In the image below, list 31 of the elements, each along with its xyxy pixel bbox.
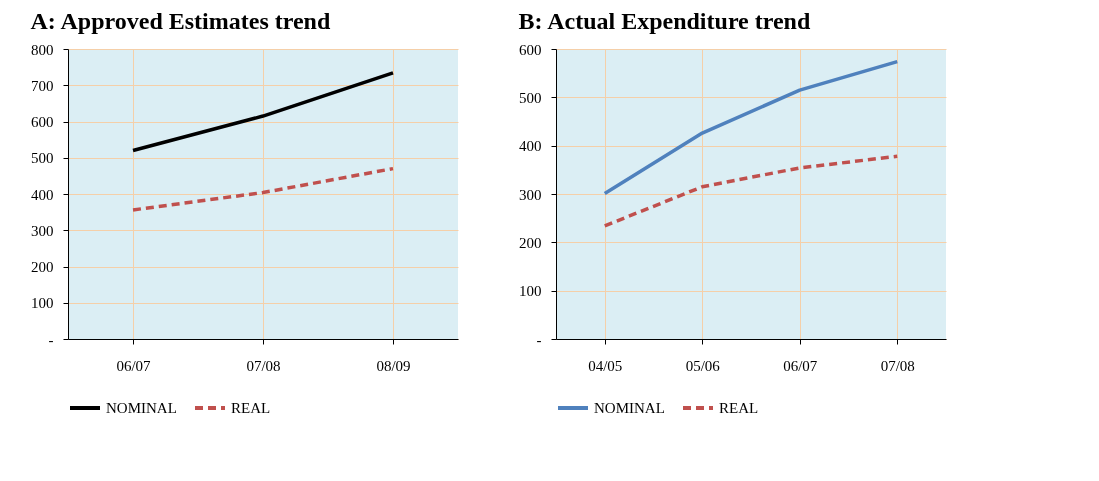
x-tick-label: 06/07	[116, 357, 152, 374]
line-series	[603, 154, 899, 228]
y-tick-label: 400	[519, 138, 542, 155]
y-tick-label: 200	[31, 259, 54, 275]
y-tick-label: 100	[31, 295, 54, 312]
line-series	[603, 59, 899, 196]
y-tick-label: 400	[31, 186, 54, 203]
chart-title: B: Actual Expenditure trend	[518, 8, 811, 34]
x-tick-label: 08/09	[376, 357, 411, 374]
x-tick-label: 04/05	[588, 357, 623, 374]
x-tick-label: 07/08	[246, 357, 281, 374]
legend-label: REAL	[719, 400, 759, 416]
y-tick-label: 300	[519, 186, 542, 203]
y-tick-label: 700	[31, 77, 54, 94]
y-tick-label: 100	[519, 283, 542, 300]
legend-label: NOMINAL	[106, 400, 177, 416]
y-tick-label: -	[536, 331, 542, 348]
y-tick-label: 300	[31, 222, 54, 239]
y-tick-label: 600	[519, 41, 542, 58]
y-tick-label: 500	[31, 150, 54, 167]
y-tick-label: 800	[31, 41, 54, 58]
x-tick-label: 05/06	[685, 357, 721, 374]
y-tick-label: 200	[519, 234, 542, 251]
chart-title: A: Approved Estimates trend	[30, 8, 331, 34]
y-tick-label: -	[48, 331, 54, 348]
x-tick-label: 07/08	[880, 357, 915, 374]
x-tick-label: 06/07	[783, 357, 818, 374]
legend-label: NOMINAL	[594, 400, 665, 416]
legend-label: REAL	[231, 400, 271, 416]
y-tick-label: 500	[519, 89, 542, 106]
y-tick-label: 600	[31, 114, 54, 130]
